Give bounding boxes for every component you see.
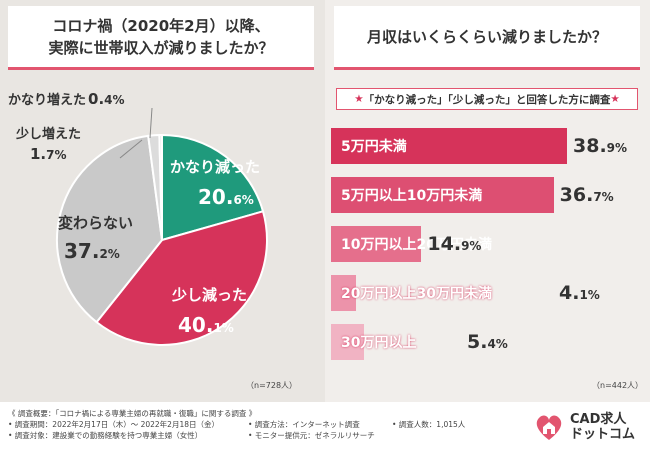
slice-value: 37.2% (64, 239, 120, 263)
star-right-icon: ★ (610, 93, 620, 105)
left-question-title: コロナ禍（2020年2月）以降、 実際に世帯収入が減りましたか？ (8, 6, 314, 70)
bar-category-label: 5万円以上10万円未満 (341, 188, 483, 204)
slice-value: 0.4% (88, 90, 125, 108)
footer-survey-method-block: • 調査方法：インターネット調査 • モニター提供元：ゼネラルリサーチ (248, 419, 375, 441)
bar: 10万円以上20万円未満 (331, 226, 492, 262)
cad-kyujin-logo: CAD求人 ドットコム (532, 408, 644, 446)
footer-monitor-provider: • モニター提供元：ゼネラルリサーチ (248, 431, 375, 440)
bar-value-label: 36.7% (559, 184, 614, 206)
logo-text: CAD求人 ドットコム (570, 412, 635, 442)
footer-survey-details: 《 調査概要：「コロナ禍による専業主婦の再就職・復職」に関する調査 》 • 調査… (8, 408, 256, 441)
pie-slice-4 (158, 133, 163, 241)
footer-survey-title: 《 調査概要：「コロナ禍による専業主婦の再就職・復職」に関する調査 》 (8, 409, 257, 418)
right-sample-size: （n=442人） (592, 381, 644, 390)
slice-label-kanari-hetta: かなり減った 20.6% (170, 158, 261, 209)
pie-slice-2 (56, 134, 164, 324)
bar-row: 10万円以上20万円未満 14.9% (331, 226, 492, 262)
bar-value-label: 5.4% (467, 331, 508, 353)
slice-name: 少し増えた (16, 127, 82, 142)
slice-name: かなり減った (170, 158, 261, 176)
bar: 5万円以上10万円未満 (331, 177, 554, 213)
slice-name: 少し減った (172, 286, 248, 304)
footer-survey-method: • 調査方法：インターネット調査 (248, 420, 360, 429)
bar (331, 275, 356, 311)
bar-value-label: 14.9% (427, 233, 482, 255)
slice-name: かなり増えた (8, 93, 87, 108)
slice-label-kanari-fueta: かなり増えた 0.4% (8, 90, 125, 108)
slice-label-sukoshi-hetta: 少し減った 40.1% (172, 286, 248, 337)
bar-row: 20万円以上30万円未満 4.1% (331, 275, 600, 311)
bar-row: 30万円以上 5.4% (331, 324, 508, 360)
left-title-line1: コロナ禍（2020年2月）以降、 (52, 16, 270, 35)
bar (331, 324, 364, 360)
slice-label-sukoshi-fueta: 少し増えた 1.7% (16, 128, 81, 162)
bar-category-label: 30万円以上 (341, 335, 417, 351)
bar-value-label: 38.9% (573, 135, 628, 157)
footer-survey-period: • 調査期間：2022年2月17日（木）～ 2022年2月18日（金） (8, 420, 219, 429)
pie-slice-1 (95, 210, 268, 346)
bar-row: 5万円以上10万円未満 36.7% (331, 177, 614, 213)
slice-name: 変わらない (58, 214, 134, 232)
bar-category-label: 10万円以上20万円未満 (341, 237, 492, 253)
star-left-icon: ★ (354, 93, 364, 105)
bar-category-label: 5万円未満 (341, 139, 407, 155)
bar-value-label: 4.1% (559, 282, 600, 304)
subnote-text: 「かなり減った」「少し減った」と回答した方に調査 (363, 93, 611, 106)
pie-slice-0 (161, 133, 265, 242)
right-question-title: 月収はいくらくらい減りましたか？ (334, 6, 640, 70)
logo-line1: CAD求人 (570, 412, 627, 427)
pie-chart (56, 107, 268, 346)
bar-row: 5万円未満 38.9% (331, 128, 627, 164)
logo-line2: ドットコム (570, 427, 636, 442)
slice-label-kawaranai: 変わらない 37.2% (58, 214, 134, 263)
bar: 5万円未満 (331, 128, 567, 164)
survey-subnote: ★ 「かなり減った」「少し減った」と回答した方に調査 ★ (336, 88, 638, 110)
leader-line-1 (119, 139, 143, 159)
footer-respondent-count: • 調査人数：1,015人 (392, 420, 466, 429)
left-title-line2: 実際に世帯収入が減りましたか？ (48, 38, 274, 57)
logo-mark-icon (536, 415, 562, 440)
footer-survey-target: • 調査対象：建設業での勤務経験を持つ専業主婦（女性） (8, 431, 203, 440)
slice-value: 20.6% (198, 185, 254, 209)
leader-line-0 (149, 107, 153, 139)
slice-value: 1.7% (30, 145, 67, 163)
slice-value: 40.1% (178, 313, 234, 337)
left-sample-size: （n=728人） (246, 381, 298, 390)
bar-category-label: 20万円以上30万円未満 (341, 286, 492, 302)
